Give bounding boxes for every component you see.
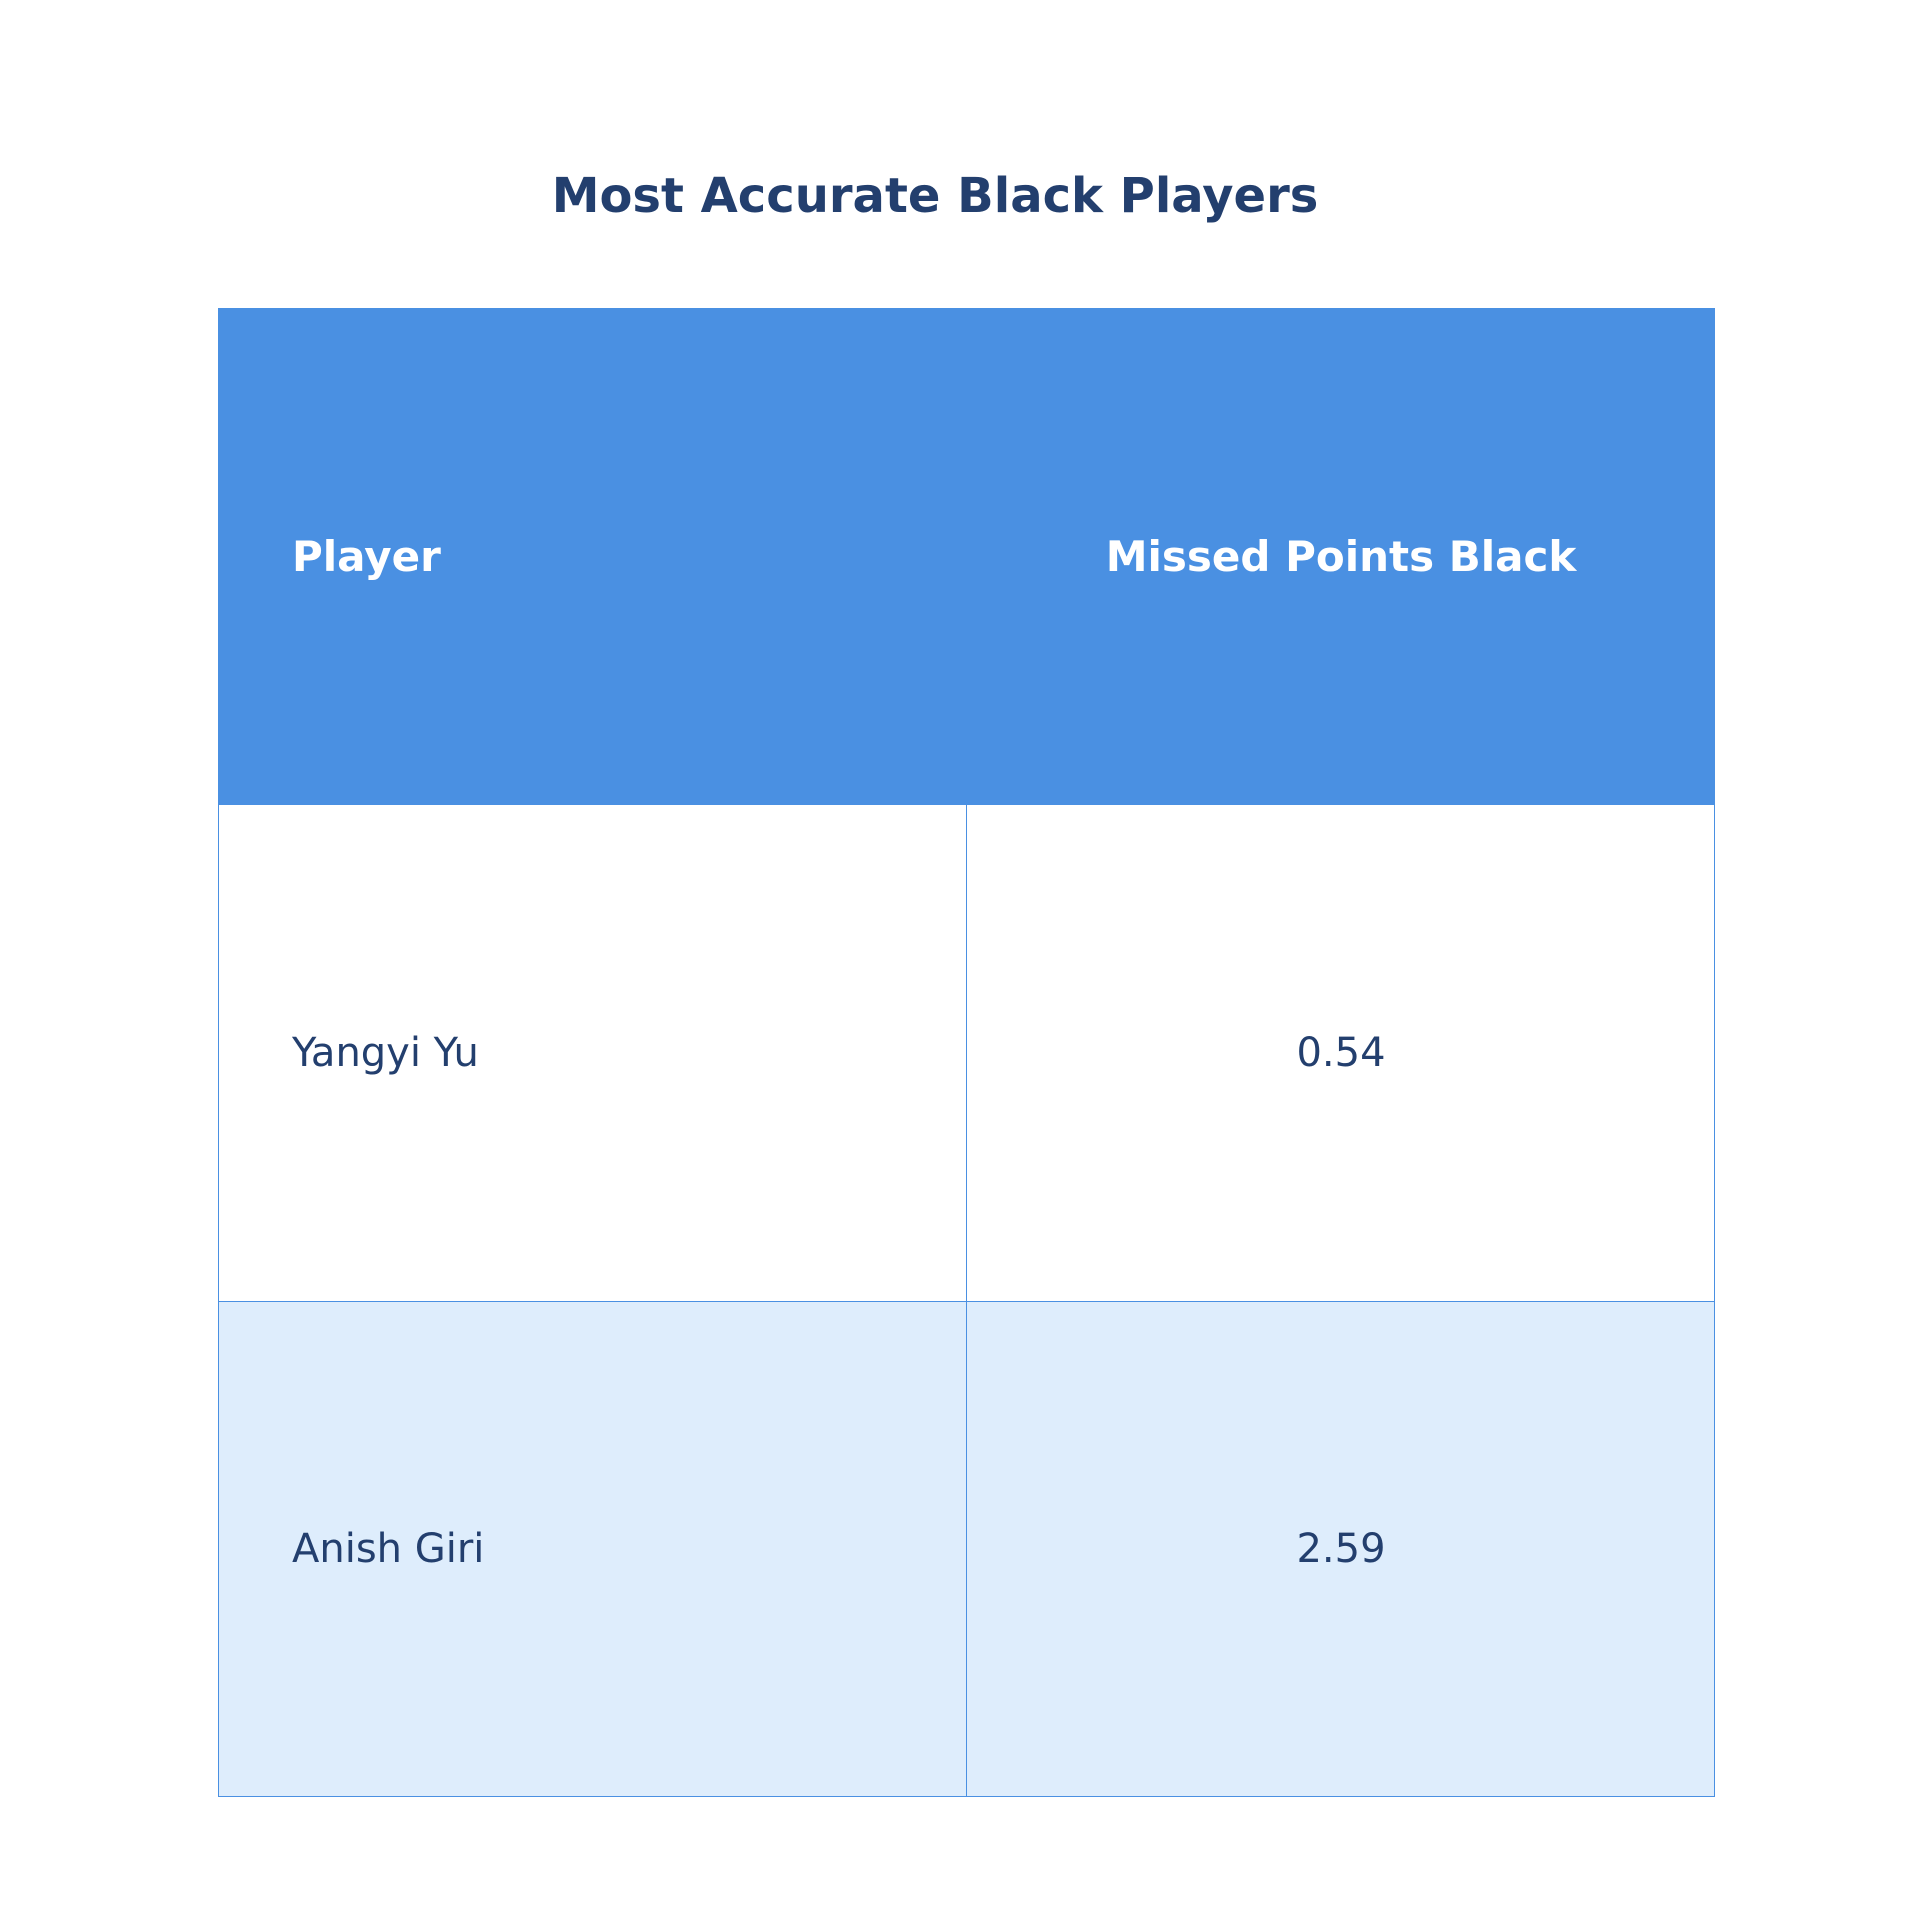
cell-player: Yangyi Yu [292,1030,479,1076]
table-border-bottom [218,1796,1715,1797]
column-header-missed-points-black: Missed Points Black [1105,532,1577,581]
data-table: Player Missed Points Black Yangyi Yu 0.5… [218,308,1715,1797]
cell-missed-points-black: 0.54 [1296,1030,1386,1076]
chart-title: Most Accurate Black Players [551,168,1319,224]
column-header-player: Player [292,532,441,581]
table-row-divider [218,1301,1715,1302]
table-header-row: Player Missed Points Black [218,308,1715,805]
cell-missed-points-black: 2.59 [1296,1526,1386,1572]
cell-player: Anish Giri [292,1526,485,1572]
